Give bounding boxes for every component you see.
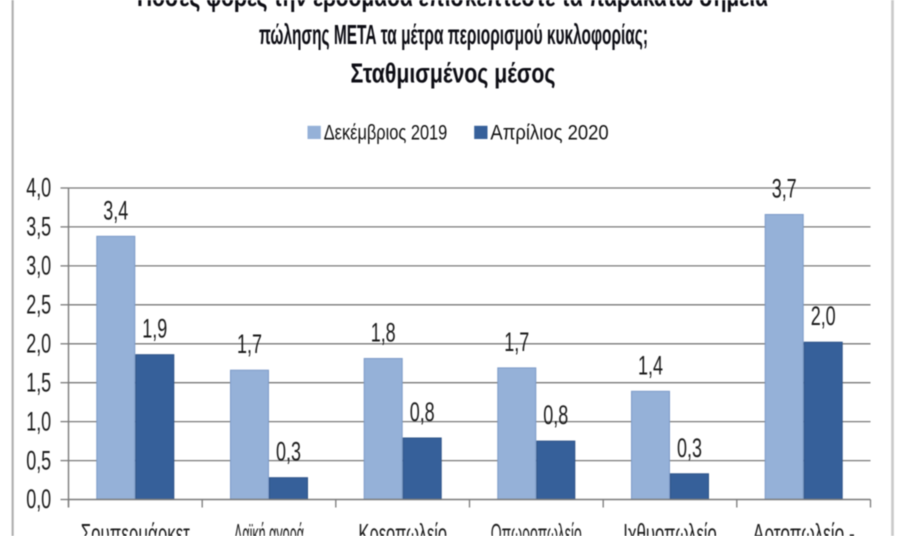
svg-text:3,5: 3,5 <box>26 212 51 242</box>
svg-text:Λαϊκή αγορά: Λαϊκή αγορά <box>234 518 304 536</box>
svg-text:0,0: 0,0 <box>26 484 51 514</box>
svg-text:3,0: 3,0 <box>26 251 51 281</box>
svg-text:Δεκέμβριος 2019: Δεκέμβριος 2019 <box>324 122 448 145</box>
svg-text:4,0: 4,0 <box>26 173 51 203</box>
svg-text:1,8: 1,8 <box>371 318 396 348</box>
svg-text:Αρτοπωλείο -: Αρτοπωλείο - <box>753 518 855 536</box>
svg-text:2,0: 2,0 <box>811 301 836 331</box>
svg-text:1,4: 1,4 <box>638 350 663 380</box>
svg-text:0,3: 0,3 <box>276 437 301 467</box>
svg-text:3,7: 3,7 <box>772 174 797 204</box>
svg-text:1,7: 1,7 <box>504 327 529 357</box>
svg-text:0,8: 0,8 <box>410 397 435 427</box>
svg-text:Απρίλιος 2020: Απρίλιος 2020 <box>490 122 608 145</box>
svg-text:2,0: 2,0 <box>26 328 51 358</box>
svg-text:Ιχθυοπωλείο: Ιχθυοπωλείο <box>623 518 717 536</box>
svg-text:0,3: 0,3 <box>677 433 702 463</box>
svg-text:2,5: 2,5 <box>26 290 51 320</box>
svg-text:πώλησης ΜΕΤΑ τα μέτρα περιορισ: πώλησης ΜΕΤΑ τα μέτρα περιορισμού κυκλοφ… <box>259 19 648 50</box>
svg-text:1,5: 1,5 <box>26 367 51 397</box>
svg-text:Σταθμισμένος μέσος: Σταθμισμένος μέσος <box>351 58 556 89</box>
svg-text:1,0: 1,0 <box>26 406 51 436</box>
svg-text:3,4: 3,4 <box>103 195 128 225</box>
svg-text:0,8: 0,8 <box>543 400 568 430</box>
svg-text:1,7: 1,7 <box>237 329 262 359</box>
svg-text:1,9: 1,9 <box>142 314 167 344</box>
svg-text:0,5: 0,5 <box>26 445 51 475</box>
svg-text:Οπωροπωλείο: Οπωροπωλείο <box>491 518 582 536</box>
svg-text:Κρεοπωλείο: Κρεοπωλείο <box>358 518 447 536</box>
svg-text:Πόσες φορές την εβδομάδα επισκ: Πόσες φορές την εβδομάδα επισκέπτεστε τα… <box>137 0 768 12</box>
svg-text:Σουπερμάρκετ: Σουπερμάρκετ <box>81 518 190 536</box>
